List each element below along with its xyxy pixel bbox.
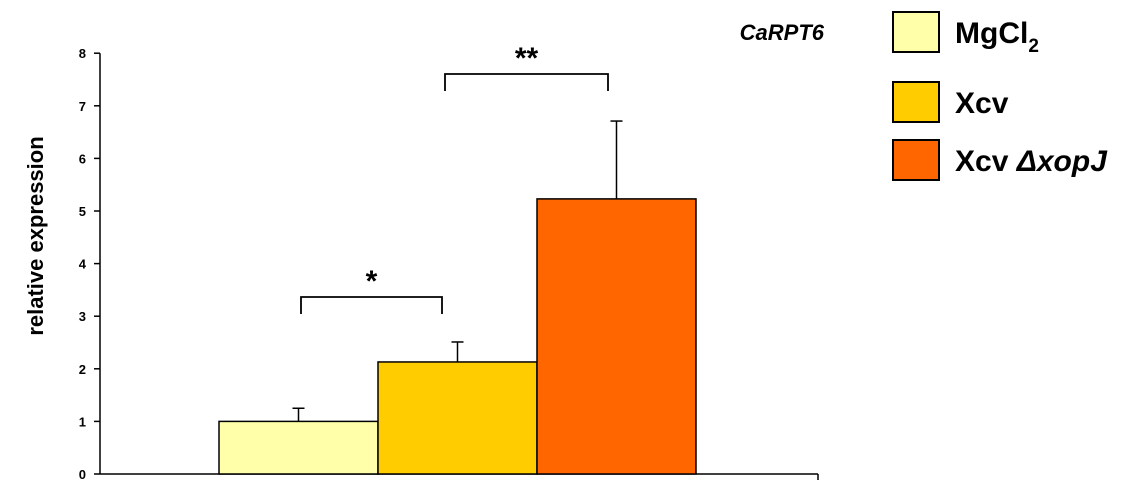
legend-swatch xyxy=(892,11,940,53)
legend-label: Xcv ΔxopJ xyxy=(955,145,1108,178)
y-tick-label: 1 xyxy=(79,414,86,429)
significance-bracket xyxy=(444,73,609,91)
y-axis-label: relative expression xyxy=(23,136,48,335)
y-tick-label: 8 xyxy=(79,46,86,61)
bars xyxy=(218,198,697,475)
legend: MgCl2 Xcv Xcv ΔxopJ xyxy=(892,11,1108,181)
significance-bracket xyxy=(300,296,443,314)
significance-label: ** xyxy=(515,42,539,75)
y-tick-label: 7 xyxy=(79,99,86,114)
y-tick-label: 3 xyxy=(79,309,86,324)
significance-label: * xyxy=(366,265,378,298)
y-tick-label: 5 xyxy=(79,204,86,219)
y-tick-label: 6 xyxy=(79,151,86,166)
significance-brackets: *** xyxy=(300,42,609,314)
error-bars xyxy=(292,120,623,422)
legend-label: MgCl2 xyxy=(955,17,1039,57)
chart-title: CaRPT6 xyxy=(740,20,825,45)
y-tick-label: 2 xyxy=(79,362,86,377)
bar-mgcl2 xyxy=(218,420,379,475)
y-tick-label: 0 xyxy=(79,467,86,480)
legend-label: Xcv xyxy=(955,87,1009,120)
legend-swatch xyxy=(892,139,940,181)
bar-xcv-xopj xyxy=(536,198,697,475)
bar-xcv xyxy=(377,361,538,475)
y-tick-label: 4 xyxy=(79,257,87,272)
legend-swatch xyxy=(892,81,940,123)
